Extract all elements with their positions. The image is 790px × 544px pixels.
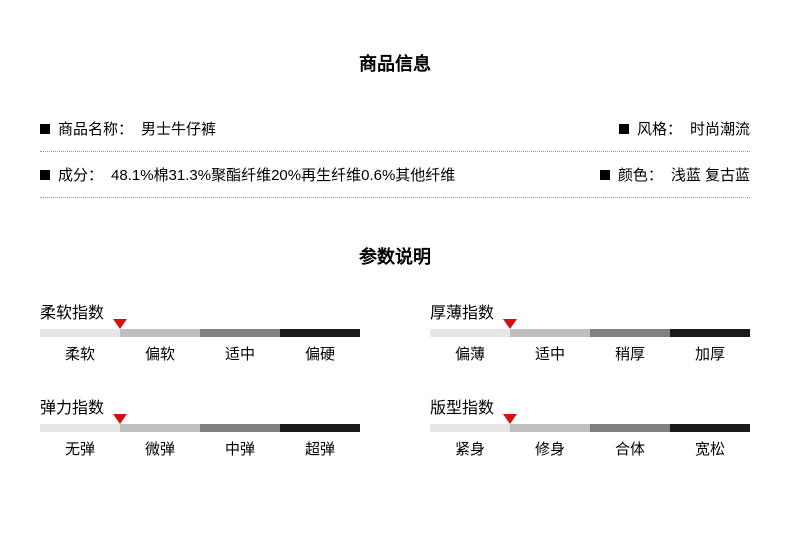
info-cell-style: 风格： 时尚潮流 — [619, 118, 750, 139]
index-title: 弹力指数 — [40, 394, 360, 418]
product-info-title: 商品信息 — [40, 50, 750, 76]
index-label: 微弹 — [120, 438, 200, 459]
bar-segment — [670, 329, 750, 337]
info-label: 商品名称： — [58, 118, 133, 139]
info-value: 48.1%棉31.3%聚酯纤维20%再生纤维0.6%其他纤维 — [111, 164, 455, 185]
bar-segment — [590, 329, 670, 337]
info-cell-color: 颜色： 浅蓝 复古蓝 — [600, 164, 750, 185]
info-row: 成分： 48.1%棉31.3%聚酯纤维20%再生纤维0.6%其他纤维 颜色： 浅… — [40, 152, 750, 198]
marker-icon — [113, 414, 127, 424]
bar-segment — [40, 329, 120, 337]
marker-icon — [503, 414, 517, 424]
index-label: 适中 — [510, 343, 590, 364]
index-bar — [40, 424, 360, 432]
index-labels: 无弹微弹中弹超弹 — [40, 438, 360, 459]
index-label: 柔软 — [40, 343, 120, 364]
bar-segment — [430, 424, 510, 432]
index-bar — [430, 329, 750, 337]
index-label: 修身 — [510, 438, 590, 459]
bar-segment — [280, 424, 360, 432]
square-bullet-icon — [40, 170, 50, 180]
bar-segment — [120, 329, 200, 337]
info-value: 男士牛仔裤 — [141, 118, 216, 139]
bar-segment — [510, 424, 590, 432]
bar-segment — [590, 424, 670, 432]
index-label: 宽松 — [670, 438, 750, 459]
index-bar — [40, 329, 360, 337]
index-bar-wrap — [430, 424, 750, 432]
square-bullet-icon — [40, 124, 50, 134]
index-label: 合体 — [590, 438, 670, 459]
index-title: 柔软指数 — [40, 299, 360, 323]
bar-segment — [200, 424, 280, 432]
square-bullet-icon — [600, 170, 610, 180]
index-label: 加厚 — [670, 343, 750, 364]
index-label: 紧身 — [430, 438, 510, 459]
index-labels: 偏薄适中稍厚加厚 — [430, 343, 750, 364]
index-label: 中弹 — [200, 438, 280, 459]
bar-segment — [670, 424, 750, 432]
index-bar — [430, 424, 750, 432]
index-title: 版型指数 — [430, 394, 750, 418]
info-value: 浅蓝 复古蓝 — [671, 164, 750, 185]
info-label: 风格： — [637, 118, 682, 139]
index-block: 柔软指数柔软偏软适中偏硬 — [40, 299, 360, 364]
index-title: 厚薄指数 — [430, 299, 750, 323]
index-block: 厚薄指数偏薄适中稍厚加厚 — [430, 299, 750, 364]
index-label: 无弹 — [40, 438, 120, 459]
index-label: 偏薄 — [430, 343, 510, 364]
info-label: 成分： — [58, 164, 103, 185]
bar-segment — [200, 329, 280, 337]
bar-segment — [510, 329, 590, 337]
index-label: 稍厚 — [590, 343, 670, 364]
marker-icon — [113, 319, 127, 329]
index-label: 适中 — [200, 343, 280, 364]
bar-segment — [40, 424, 120, 432]
index-label: 偏软 — [120, 343, 200, 364]
indices-grid: 柔软指数柔软偏软适中偏硬厚薄指数偏薄适中稍厚加厚弹力指数无弹微弹中弹超弹版型指数… — [40, 299, 750, 459]
marker-icon — [503, 319, 517, 329]
index-block: 版型指数紧身修身合体宽松 — [430, 394, 750, 459]
info-value: 时尚潮流 — [690, 118, 750, 139]
index-bar-wrap — [40, 424, 360, 432]
bar-segment — [120, 424, 200, 432]
info-cell-name: 商品名称： 男士牛仔裤 — [40, 118, 216, 139]
bar-segment — [280, 329, 360, 337]
info-row: 商品名称： 男士牛仔裤 风格： 时尚潮流 — [40, 106, 750, 152]
params-section: 参数说明 柔软指数柔软偏软适中偏硬厚薄指数偏薄适中稍厚加厚弹力指数无弹微弹中弹超… — [40, 243, 750, 459]
index-label: 超弹 — [280, 438, 360, 459]
index-label: 偏硬 — [280, 343, 360, 364]
index-labels: 柔软偏软适中偏硬 — [40, 343, 360, 364]
params-title: 参数说明 — [40, 243, 750, 269]
product-info-section: 商品信息 商品名称： 男士牛仔裤 风格： 时尚潮流 成分： 48.1%棉31.3… — [40, 50, 750, 198]
index-bar-wrap — [430, 329, 750, 337]
bar-segment — [430, 329, 510, 337]
index-labels: 紧身修身合体宽松 — [430, 438, 750, 459]
index-bar-wrap — [40, 329, 360, 337]
info-label: 颜色： — [618, 164, 663, 185]
info-cell-composition: 成分： 48.1%棉31.3%聚酯纤维20%再生纤维0.6%其他纤维 — [40, 164, 455, 185]
index-block: 弹力指数无弹微弹中弹超弹 — [40, 394, 360, 459]
square-bullet-icon — [619, 124, 629, 134]
